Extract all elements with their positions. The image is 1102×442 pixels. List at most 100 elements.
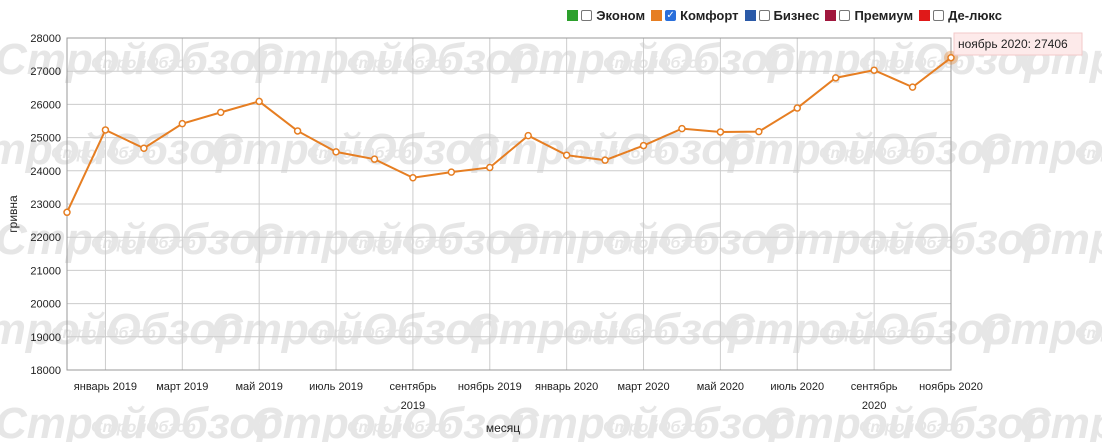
data-point xyxy=(716,128,725,136)
watermark-text: СтройОбзор xyxy=(763,215,1051,264)
legend-item[interactable]: Де-люкс xyxy=(919,8,1002,23)
legend-swatch xyxy=(567,10,579,21)
watermark-text: СтройОбзор xyxy=(1019,399,1102,442)
watermark-text: СтройОбзор xyxy=(723,305,1011,354)
data-point xyxy=(793,104,802,112)
watermark-text-small: СтройОбзор xyxy=(91,235,196,252)
data-point xyxy=(678,124,686,133)
legend-label: Эконом xyxy=(596,8,646,23)
data-point xyxy=(524,131,532,140)
tooltip: ноябрь 2020: 27406 xyxy=(953,32,1083,56)
series-line xyxy=(66,56,952,213)
x-tick-label: ноябрь 2019 xyxy=(458,381,522,393)
data-point xyxy=(293,127,302,135)
watermark-text: СтройОбзор xyxy=(979,305,1102,354)
data-point xyxy=(216,108,225,117)
legend-checkbox[interactable] xyxy=(839,10,851,21)
watermark-text-small: СтройОбзор xyxy=(51,325,156,342)
y-axis-title: гривна xyxy=(6,195,20,233)
watermark-text: СтройОбзор xyxy=(0,125,243,174)
watermark-text: СтройОбзор xyxy=(251,35,539,84)
legend-item[interactable]: Бизнес xyxy=(744,8,820,23)
x-axis-title: месяц xyxy=(486,421,520,435)
legend: Эконом ✓ Комфорт Бизнес Премиум Де-люкс xyxy=(561,8,1002,23)
legend-swatch xyxy=(651,10,663,21)
axes: 18000 19000 20000 21000 22000 23000 24000 25000… xyxy=(30,33,983,412)
watermark-text-small: СтройОбзор xyxy=(603,419,708,436)
y-tick-label: 21000 xyxy=(30,265,61,277)
data-point xyxy=(755,127,763,136)
data-point xyxy=(562,151,571,159)
legend-swatch xyxy=(919,10,931,21)
y-tick-label: 27000 xyxy=(30,66,61,78)
x-tick-label: ноябрь 2020 xyxy=(919,381,983,393)
y-tick-label: 24000 xyxy=(30,166,61,178)
tooltip-box xyxy=(953,32,1083,56)
data-point xyxy=(178,119,187,128)
watermark-text: СтройОбзор xyxy=(467,305,755,354)
data-point xyxy=(908,83,917,91)
x-tick-label-year: 2019 xyxy=(401,400,425,412)
watermark-text: СтройОбзор xyxy=(0,215,283,264)
watermark-text-small: СтройОбзор xyxy=(1075,325,1102,342)
y-tick-label: 28000 xyxy=(30,33,61,45)
y-tick-label: 22000 xyxy=(30,232,61,244)
watermark-text-small: СтройОбзор xyxy=(347,235,452,252)
watermark-text: СтройОбзор xyxy=(251,399,539,442)
legend-label: Премиум xyxy=(854,8,914,23)
x-tick-label: май 2020 xyxy=(697,381,744,393)
watermark-text-small: СтройОбзор xyxy=(563,145,668,162)
x-tick-label: март 2020 xyxy=(617,381,669,393)
y-tick-label: 18000 xyxy=(30,365,61,377)
x-tick-label: сентябрь xyxy=(851,381,898,393)
watermark-text-small: СтройОбзор xyxy=(859,235,964,252)
watermark-text: СтройОбзор xyxy=(0,305,243,354)
data-point xyxy=(639,141,648,150)
legend-swatch xyxy=(825,10,837,21)
legend-checkbox[interactable]: ✓ xyxy=(665,9,677,21)
watermark-layer: СтройОбзор СтройОбзор СтройОбзор СтройОбзор… xyxy=(0,35,1102,442)
data-point xyxy=(101,126,110,134)
x-tick-label: июль 2019 xyxy=(309,381,363,393)
data-point xyxy=(870,66,878,74)
watermark-text: СтройОбзор xyxy=(467,125,755,174)
y-tick-label: 26000 xyxy=(30,99,61,111)
legend-checkbox[interactable] xyxy=(758,10,770,21)
legend-item[interactable]: Эконом xyxy=(567,8,645,23)
legend-checkbox[interactable] xyxy=(933,10,945,21)
legend-item[interactable]: Премиум xyxy=(825,8,913,23)
data-point xyxy=(447,168,456,176)
y-tick-label: 23000 xyxy=(30,199,61,211)
data-point xyxy=(63,208,71,217)
legend-label: Бизнес xyxy=(773,8,820,23)
tooltip-text: ноябрь 2020: 27406 xyxy=(958,37,1068,51)
legend-label: Комфорт xyxy=(680,8,739,23)
data-point xyxy=(332,148,340,156)
watermark-text-small: СтройОбзор xyxy=(859,419,964,436)
series-layer xyxy=(63,50,958,217)
y-tick-label: 19000 xyxy=(30,332,61,344)
data-point xyxy=(370,155,379,163)
data-point xyxy=(486,163,494,172)
legend-checkbox[interactable] xyxy=(581,10,593,21)
legend-item[interactable]: ✓ Комфорт xyxy=(651,8,739,23)
watermark-text-small: СтройОбзор xyxy=(603,235,708,252)
watermark-text-small: СтройОбзор xyxy=(347,55,452,72)
x-tick-label: январь 2019 xyxy=(74,381,137,393)
data-point xyxy=(947,53,955,62)
x-tick-label: июль 2020 xyxy=(770,381,824,393)
watermark-text-small: СтройОбзор xyxy=(347,419,452,436)
data-point xyxy=(601,156,609,164)
x-tick-label: сентябрь xyxy=(389,381,436,393)
watermark-text: СтройОбзор xyxy=(507,399,795,442)
watermark-text-small: СтройОбзор xyxy=(819,325,924,342)
watermark-text: СтройОбзор xyxy=(763,399,1051,442)
watermark-text: СтройОбзор xyxy=(507,215,795,264)
watermark-text: СтройОбзор xyxy=(979,125,1102,174)
data-point xyxy=(255,97,263,106)
watermark-text-small: СтройОбзор xyxy=(51,145,156,162)
watermark-text: СтройОбзор xyxy=(0,35,283,84)
watermark-text: СтройОбзор xyxy=(723,125,1011,174)
watermark-text-small: СтройОбзор xyxy=(91,55,196,72)
